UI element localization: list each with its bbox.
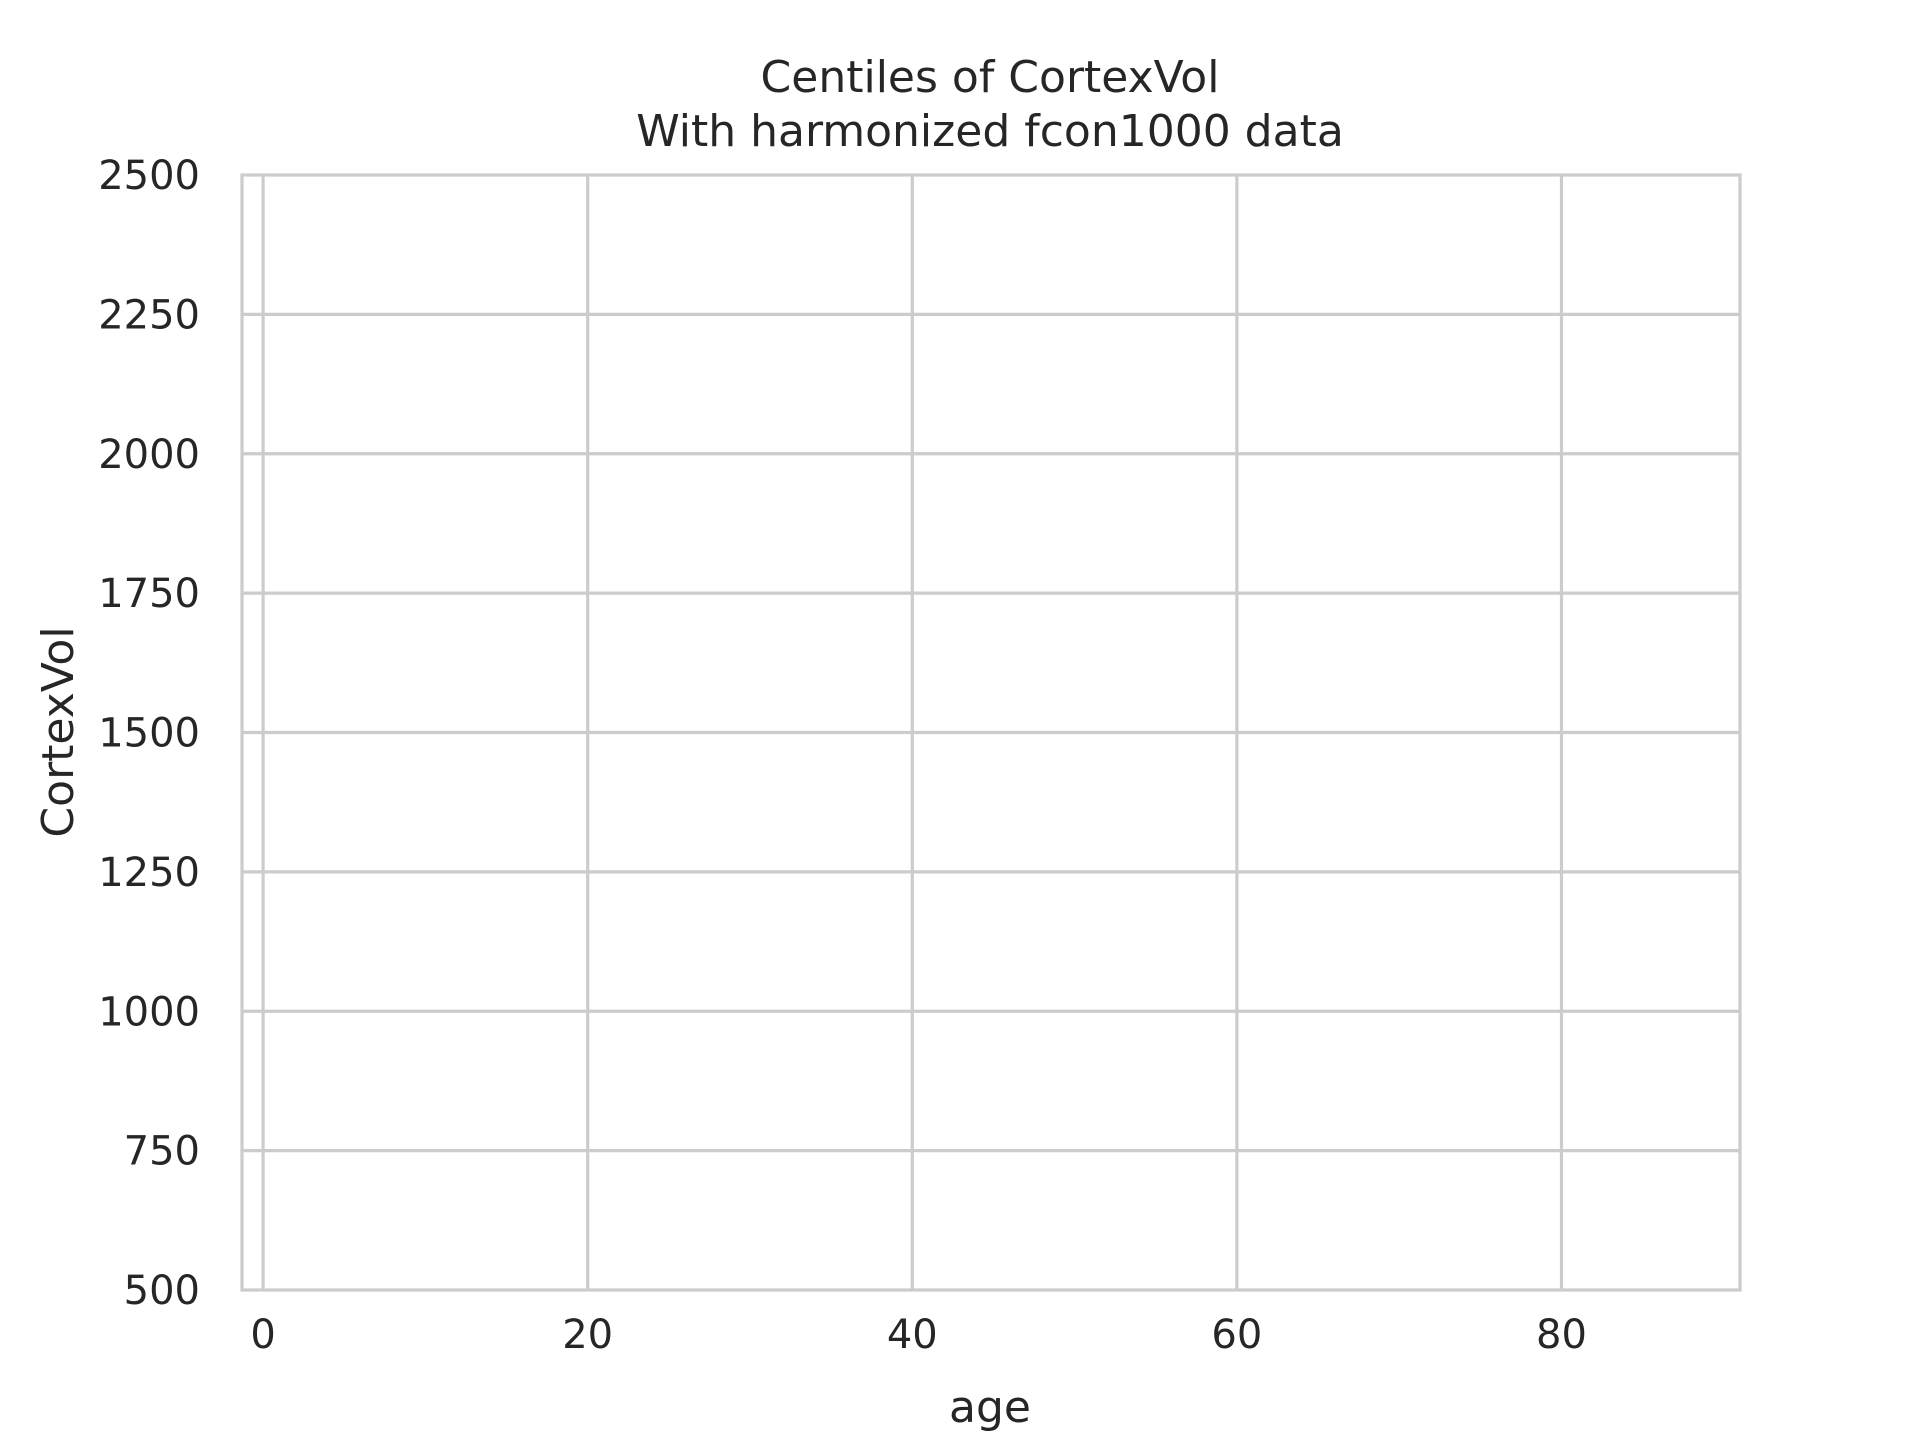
x-axis-ticks: 0 20 40 60 80 (250, 1312, 1587, 1358)
x-tick-label: 40 (887, 1312, 938, 1358)
y-tick-label: 2250 (98, 292, 200, 338)
y-tick-label: 750 (124, 1129, 200, 1175)
y-tick-label: 1750 (98, 571, 200, 617)
x-tick-label: 0 (250, 1312, 275, 1358)
y-axis-label: CortexVol (33, 626, 84, 837)
x-axis-label: age (949, 1382, 1031, 1433)
x-tick-label: 80 (1536, 1312, 1587, 1358)
y-tick-label: 2500 (98, 153, 200, 199)
y-tick-label: 1250 (98, 850, 200, 896)
x-tick-label: 60 (1211, 1312, 1262, 1358)
chart-subtitle: With harmonized fcon1000 data (636, 106, 1344, 157)
x-tick-label: 20 (562, 1312, 613, 1358)
y-tick-label: 2000 (98, 432, 200, 478)
y-tick-label: 500 (124, 1268, 200, 1314)
y-tick-label: 1500 (98, 711, 200, 757)
grid (242, 175, 1740, 1290)
y-axis-ticks: 500 750 1000 1250 1500 1750 2000 2250 2500 (98, 153, 200, 1314)
y-tick-label: 1000 (98, 989, 200, 1035)
chart-title: Centiles of CortexVol (761, 52, 1220, 103)
